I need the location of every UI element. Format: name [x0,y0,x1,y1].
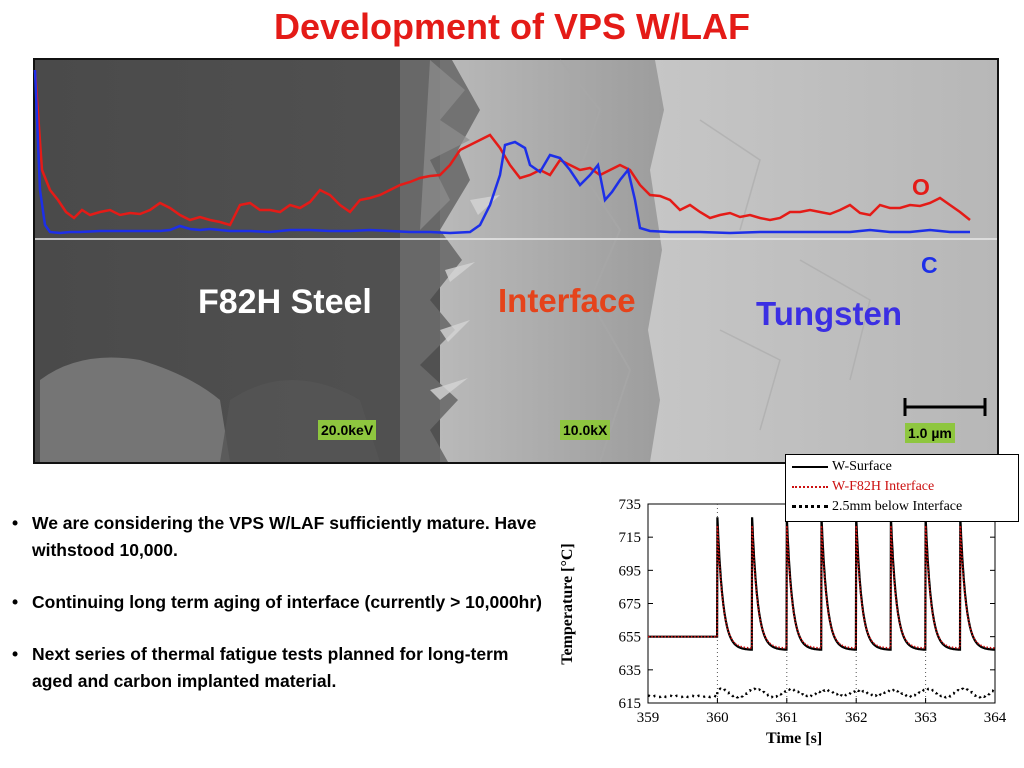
bullet-item: • Continuing long term aging of interface… [12,589,552,616]
x-tick-label: 363 [914,710,937,726]
series-line-3 [648,687,996,699]
y-tick-label: 695 [619,563,642,579]
legend-item: W-Surface [792,458,892,476]
x-tick-label: 359 [637,710,660,726]
plot-area [647,503,996,704]
y-tick-label: 655 [619,630,642,646]
bullet-item: • Next series of thermal fatigue tests pl… [12,641,552,695]
legend-label: 2.5mm below Interface [832,499,963,514]
series-line-2 [648,525,995,649]
legend-swatch-red-dotted-icon [792,485,828,488]
legend-swatch-dotted-icon [792,505,828,509]
legend-item: 2.5mm below Interface [792,498,962,516]
bullet-dot-icon: • [12,644,19,664]
carbon-trace-label: C [921,252,938,278]
y-tick-label: 675 [619,597,642,613]
sem-micrograph [33,58,999,464]
y-tick-label: 635 [619,663,642,679]
bullet-text: Continuing long term aging of interface … [32,592,543,612]
legend-label: W-F82H Interface [832,479,935,494]
x-tick-label: 364 [984,710,1007,726]
y-tick-label: 715 [619,530,642,546]
x-tick-label: 360 [706,710,729,726]
x-tick-label: 361 [776,710,799,726]
bullet-dot-icon: • [12,592,19,612]
scale-bar-label: 1.0 µm [905,423,955,443]
chart-legend: W-Surface W-F82H Interface 2.5mm below I… [785,454,1019,522]
slide-title: Development of VPS W/LAF [273,6,751,47]
y-axis-label: Temperature [°C] [559,543,576,665]
bullet-item: • We are considering the VPS W/LAF suffic… [12,510,552,564]
bullet-text: Next series of thermal fatigue tests pla… [32,644,509,691]
y-tick-label: 615 [619,696,642,712]
bullet-text: We are considering the VPS W/LAF suffici… [32,513,537,560]
legend-swatch-solid-icon [792,465,828,468]
voltage-badge: 20.0keV [318,420,377,440]
steel-region-label: F82H Steel [198,283,372,321]
interface-region-label: Interface [498,282,636,319]
carbon-trace [33,69,970,235]
series-line-1 [648,517,995,651]
tungsten-region [648,60,997,462]
oxygen-trace-label: O [912,174,930,200]
y-tick-label: 735 [619,497,642,513]
x-tick-label: 362 [845,710,868,726]
tungsten-region-label: Tungsten [756,295,903,332]
x-axis-label: Time [s] [766,730,823,747]
bullet-list: • We are considering the VPS W/LAF suffic… [12,510,552,720]
magnification-badge: 10.0kX [560,420,611,440]
legend-item: W-F82H Interface [792,478,934,496]
legend-label: W-Surface [832,459,892,474]
oxygen-trace [33,69,971,227]
bullet-dot-icon: • [12,513,19,533]
interface-region [440,60,670,462]
